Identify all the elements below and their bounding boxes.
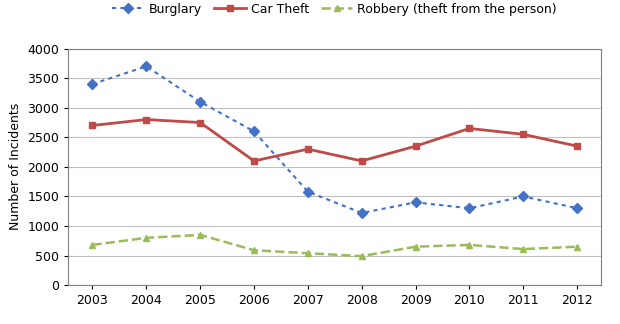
Burglary xyxy=(143,64,150,68)
Car Theft xyxy=(304,147,312,151)
Robbery (theft from the person) xyxy=(89,243,96,247)
Burglary xyxy=(412,200,419,204)
Line: Burglary: Burglary xyxy=(89,63,581,216)
Robbery (theft from the person) xyxy=(197,233,204,237)
Robbery (theft from the person) xyxy=(143,236,150,240)
Burglary xyxy=(466,206,473,210)
Car Theft xyxy=(358,159,365,163)
Legend: Burglary, Car Theft, Robbery (theft from the person): Burglary, Car Theft, Robbery (theft from… xyxy=(112,3,557,16)
Line: Robbery (theft from the person): Robbery (theft from the person) xyxy=(89,231,581,260)
Robbery (theft from the person) xyxy=(358,254,365,258)
Robbery (theft from the person) xyxy=(250,248,258,252)
Car Theft xyxy=(520,133,527,136)
Burglary xyxy=(358,211,365,215)
Car Theft xyxy=(143,118,150,122)
Y-axis label: Number of Incidents: Number of Incidents xyxy=(9,103,22,230)
Car Theft xyxy=(574,144,581,148)
Burglary xyxy=(574,206,581,210)
Robbery (theft from the person) xyxy=(466,243,473,247)
Burglary xyxy=(520,194,527,198)
Car Theft xyxy=(250,159,258,163)
Robbery (theft from the person) xyxy=(412,245,419,249)
Burglary xyxy=(304,190,312,194)
Car Theft xyxy=(412,144,419,148)
Car Theft xyxy=(197,121,204,124)
Robbery (theft from the person) xyxy=(304,251,312,255)
Robbery (theft from the person) xyxy=(574,245,581,249)
Line: Car Theft: Car Theft xyxy=(89,116,581,164)
Burglary xyxy=(250,130,258,133)
Robbery (theft from the person) xyxy=(520,247,527,251)
Car Theft xyxy=(466,126,473,130)
Burglary xyxy=(89,82,96,86)
Burglary xyxy=(197,100,204,104)
Car Theft xyxy=(89,123,96,127)
